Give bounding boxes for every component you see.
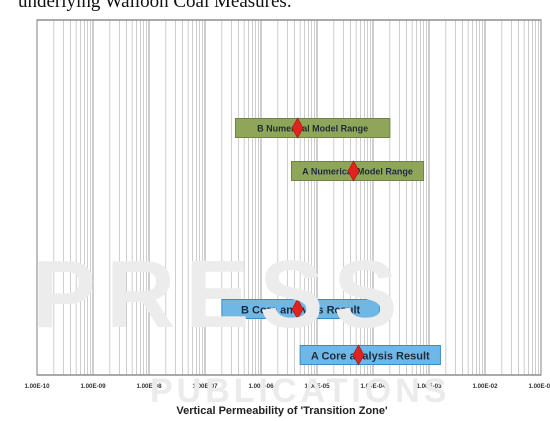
caption-fragment: underlying Walloon Coal Measures.	[18, 0, 292, 12]
marker-diamond	[291, 298, 304, 320]
x-tick-label: 1.00E-06	[248, 383, 274, 390]
bar-label: A Core analysis Result	[311, 351, 430, 363]
x-tick-label: 1.00E-10	[24, 383, 50, 390]
x-tick-labels: 1.00E-10 1.00E-09 1.00E-08 1.00E-07 1.00E-06…	[24, 383, 550, 390]
x-tick-label: 1.00E-03	[416, 383, 442, 390]
plot-frame	[36, 19, 542, 376]
x-tick-label: 1.00E-09	[80, 383, 106, 390]
x-tick-label: 1.00E-08	[136, 383, 162, 390]
marker-diamond	[352, 344, 365, 366]
grid-lines	[36, 19, 542, 376]
x-tick-label: 1.00E-02	[472, 383, 498, 390]
x-tick-label: 1.00E-07	[192, 383, 218, 390]
marker-diamond	[347, 160, 360, 182]
x-tick-label: 1.00E-04	[360, 383, 386, 390]
numerical-model-bar	[234, 118, 391, 138]
x-axis-label: Vertical Permeability of 'Transition Zon…	[176, 405, 388, 417]
core-analysis-bar	[299, 345, 441, 365]
marker-diamond	[291, 117, 304, 139]
x-tick-label: 1.00E-01	[528, 383, 550, 390]
bar-label: B Numerical Model Range	[257, 124, 368, 134]
x-tick-label: 1.00E-05	[304, 383, 330, 390]
